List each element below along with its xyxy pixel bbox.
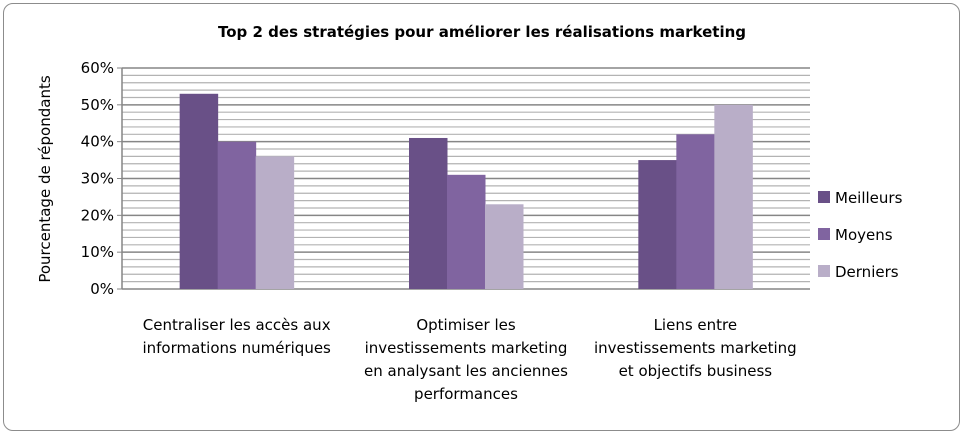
chart-title: Top 2 des stratégies pour améliorer les … [218, 23, 746, 41]
legend-swatch [818, 265, 830, 277]
x-category-label: Optimiser les [416, 316, 516, 334]
y-tick-label: 20% [81, 206, 114, 224]
bar-derniers [714, 104, 753, 289]
legend-swatch [818, 228, 830, 240]
x-category-label: informations numériques [142, 339, 331, 357]
legend-label: Meilleurs [835, 189, 903, 207]
bar-moyens [447, 174, 486, 289]
y-axis-label: Pourcentage de répondants [36, 75, 54, 282]
bar-derniers [255, 156, 295, 289]
bar-moyens [676, 134, 715, 289]
y-tick-label: 10% [81, 243, 114, 261]
y-tick-label: 50% [81, 96, 114, 114]
legend-swatch [818, 191, 830, 203]
x-category-label: Liens entre [654, 316, 738, 334]
y-tick-label: 30% [81, 170, 114, 188]
bar-moyens [217, 141, 257, 289]
x-category-label: investissements marketing [594, 339, 797, 357]
x-category-label: performances [414, 385, 518, 403]
y-tick-label: 60% [81, 59, 114, 77]
bar-meilleurs [409, 137, 448, 289]
bar-meilleurs [638, 160, 677, 289]
x-category-label: investissements marketing [365, 339, 568, 357]
legend-label: Moyens [835, 226, 893, 244]
legend-label: Derniers [835, 263, 899, 281]
x-category-label: en analysant les anciennes [364, 362, 568, 380]
x-category-label: Centraliser les accès aux [143, 316, 331, 334]
bar-derniers [485, 204, 524, 289]
y-tick-label: 40% [81, 133, 114, 151]
x-category-label: et objectifs business [619, 362, 773, 380]
bar-meilleurs [179, 93, 219, 290]
y-tick-label: 0% [90, 280, 114, 298]
